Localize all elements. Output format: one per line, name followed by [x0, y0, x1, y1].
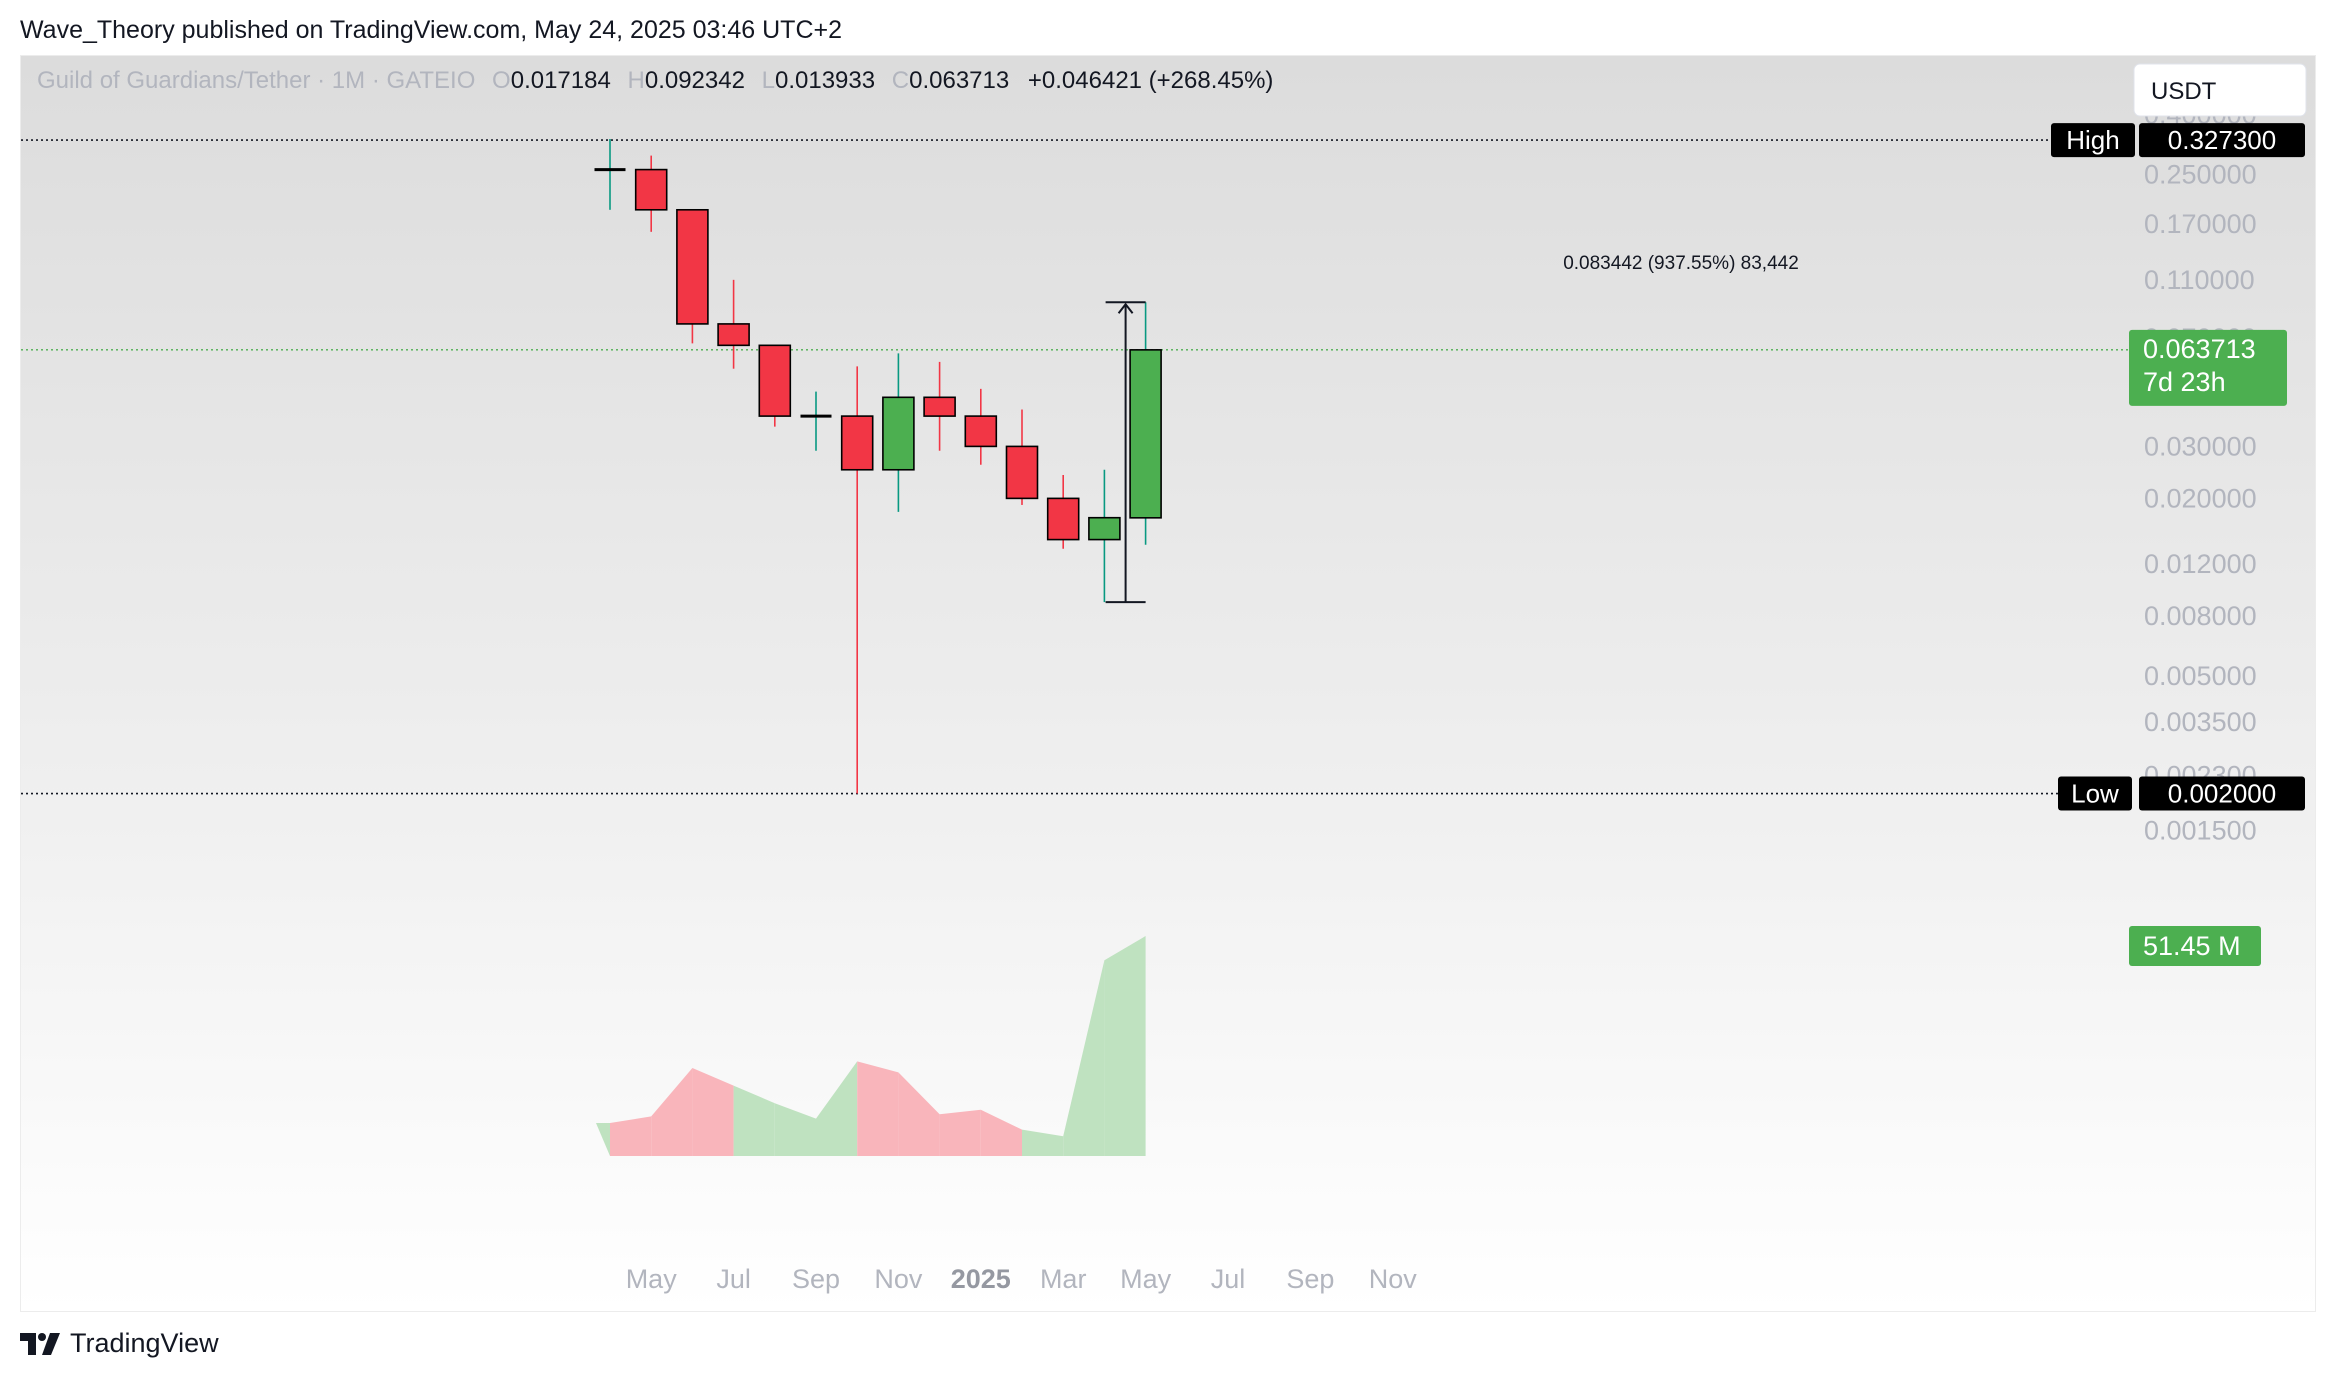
open-label: O: [492, 67, 511, 94]
y-tick-label: 0.170000: [2144, 209, 2257, 239]
y-tick-label: 0.003500: [2144, 707, 2257, 737]
candle-body: [634, 168, 668, 211]
low-marker: Low 0.002000: [2058, 776, 2305, 811]
candle-body: [840, 415, 874, 471]
volume-segment: [651, 1068, 693, 1156]
high-marker-label: High: [2066, 125, 2119, 155]
volume-segment: [857, 1061, 899, 1156]
symbol-info: Guild of Guardians/Tether · 1M · GATEIO: [37, 67, 475, 94]
open-value: 0.017184: [511, 67, 611, 94]
low-marker-value: 0.002000: [2168, 779, 2276, 809]
close-label: C: [892, 67, 909, 94]
price-chart[interactable]: 0.4000000.2500000.1700000.1100000.070000…: [21, 56, 2315, 1311]
volume-segment: [1063, 960, 1105, 1156]
x-tick-label: Sep: [1286, 1264, 1334, 1294]
volume-segment: [1022, 1129, 1064, 1156]
x-tick-label: May: [1120, 1264, 1172, 1294]
volume-segment: [692, 1068, 734, 1156]
candle-body: [1129, 349, 1162, 519]
high-label: H: [628, 67, 645, 94]
x-axis: May Jul Sep Nov 2025 Mar May Jul Sep Nov: [626, 1264, 1418, 1294]
x-tick-label: May: [626, 1264, 678, 1294]
y-tick-label: 0.020000: [2144, 483, 2257, 513]
high-value: 0.092342: [645, 67, 745, 94]
candle-body: [1088, 516, 1121, 541]
volume-segment: [980, 1109, 1022, 1156]
last-price-value: 0.063713: [2143, 334, 2256, 364]
low-marker-label: Low: [2071, 779, 2119, 809]
volume-area: [596, 936, 1146, 1156]
y-tick-label: 0.012000: [2144, 549, 2257, 579]
volume-value: 51.45 M: [2143, 931, 2241, 961]
x-tick-label: Sep: [792, 1264, 840, 1294]
volume-segment: [898, 1072, 940, 1156]
low-label: L: [762, 67, 775, 94]
x-tick-label: Nov: [874, 1264, 923, 1294]
volume-segment: [596, 1123, 610, 1156]
x-tick-label: Jul: [1211, 1264, 1246, 1294]
candle-body: [676, 208, 709, 325]
y-tick-label: 0.001500: [2144, 815, 2257, 845]
currency-button[interactable]: USDT: [2133, 63, 2307, 117]
measure-tool: [1105, 301, 1146, 604]
last-price-countdown: 7d 23h: [2143, 367, 2226, 397]
candle-body: [923, 396, 956, 417]
tradingview-brand[interactable]: TradingView: [20, 1328, 219, 1359]
high-marker: High 0.327300: [2051, 123, 2305, 158]
measure-arrowhead: [1117, 302, 1134, 314]
volume-segment: [610, 1116, 652, 1156]
candle-body: [964, 415, 998, 448]
x-tick-label: Jul: [716, 1264, 751, 1294]
measure-label: 0.083442 (937.55%) 83,442: [1563, 253, 1799, 274]
x-tick-label: Nov: [1369, 1264, 1418, 1294]
candle-body: [1005, 445, 1039, 500]
candle-body: [1046, 497, 1080, 541]
close-value: 0.063713: [909, 67, 1009, 94]
volume-segment: [1104, 936, 1146, 1156]
y-tick-label: 0.250000: [2144, 160, 2257, 190]
y-tick-label: 0.030000: [2144, 431, 2257, 461]
candle-body: [717, 323, 750, 347]
volume-segment: [816, 1061, 858, 1156]
change-value: +0.046421 (+268.45%): [1028, 67, 1274, 94]
high-marker-value: 0.327300: [2168, 125, 2276, 155]
volume-segment: [733, 1085, 775, 1156]
volume-tag: 51.45 M: [2129, 926, 2261, 966]
volume-segment: [774, 1103, 816, 1156]
volume-segment: [939, 1109, 981, 1156]
chart-area[interactable]: 0.4000000.2500000.1700000.1100000.070000…: [20, 55, 2316, 1312]
x-tick-label: Mar: [1040, 1264, 1087, 1294]
y-tick-label: 0.005000: [2144, 661, 2257, 691]
low-value: 0.013933: [775, 67, 875, 94]
candle-body: [758, 344, 792, 417]
chart-background: [21, 56, 2315, 1311]
candles: [594, 139, 1162, 794]
y-tick-label: 0.110000: [2144, 265, 2255, 295]
y-tick-label: 0.008000: [2144, 601, 2257, 631]
brand-name: TradingView: [70, 1328, 219, 1358]
tradingview-logo-icon: [20, 1332, 60, 1355]
candle-body: [882, 396, 915, 471]
currency-label: USDT: [2151, 78, 2217, 105]
publisher-line: Wave_Theory published on TradingView.com…: [20, 16, 842, 44]
last-price-tag: 0.063713 7d 23h: [2129, 329, 2287, 406]
svg-text:Guild of Guardians/Tether · 1M: Guild of Guardians/Tether · 1M · GATEIO …: [37, 67, 1273, 94]
x-tick-label: 2025: [951, 1264, 1011, 1294]
